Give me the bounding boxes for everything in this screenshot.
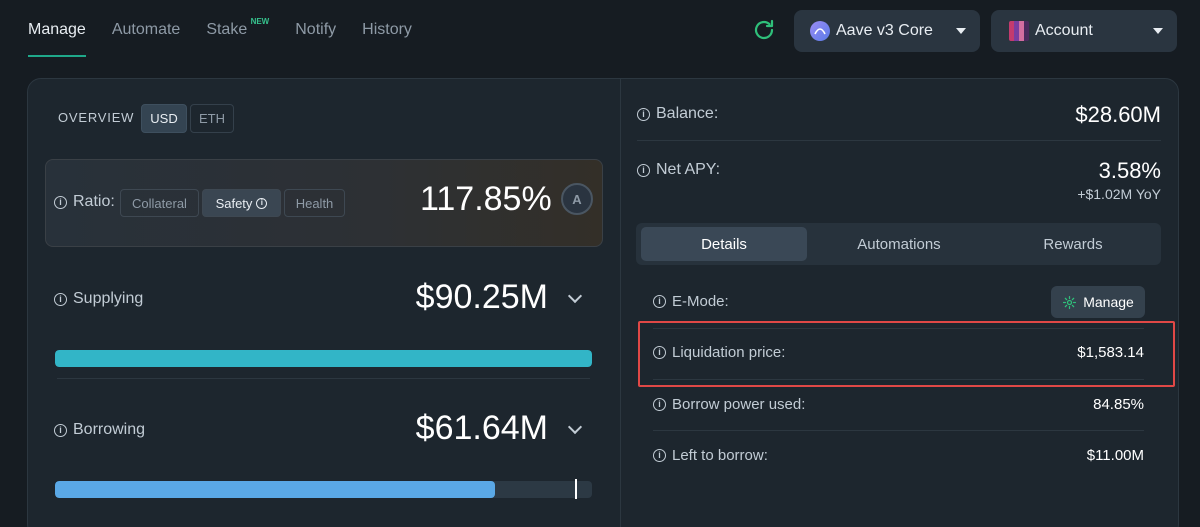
info-icon[interactable]: i bbox=[637, 107, 650, 121]
net-apy-yoy: +$1.02M YoY bbox=[1077, 186, 1161, 202]
liquidation-label: Liquidation price: bbox=[672, 344, 786, 361]
emode-label: E-Mode: bbox=[672, 293, 729, 310]
left-to-borrow-value: $11.00M bbox=[1086, 447, 1144, 464]
borrow-power-label-group: i Borrow power used: bbox=[653, 396, 805, 413]
nav-stake[interactable]: Stake NEW bbox=[206, 0, 269, 60]
borrow-power-label: Borrow power used: bbox=[672, 396, 806, 413]
caret-down-icon bbox=[1153, 28, 1163, 34]
market-dropdown[interactable]: Aave v3 Core bbox=[794, 10, 980, 52]
ratio-label-group: i Ratio: bbox=[54, 193, 115, 211]
nav-manage[interactable]: Manage bbox=[28, 0, 86, 60]
currency-usd-toggle[interactable]: USD bbox=[141, 104, 187, 133]
info-icon[interactable]: i bbox=[54, 423, 67, 437]
divider bbox=[653, 379, 1144, 380]
net-apy-value: 3.58% bbox=[1098, 158, 1161, 183]
emode-manage-button[interactable]: Manage bbox=[1051, 286, 1145, 318]
divider bbox=[57, 378, 590, 379]
info-icon[interactable]: i bbox=[653, 398, 666, 411]
supplying-bar-fill bbox=[55, 350, 592, 367]
borrow-limit-marker bbox=[574, 479, 577, 499]
highlight-box bbox=[638, 321, 1175, 387]
ratio-safety-option[interactable]: Safety i bbox=[202, 189, 281, 217]
info-icon[interactable]: i bbox=[54, 292, 67, 306]
emode-label-group: i E-Mode: bbox=[653, 293, 729, 310]
account-avatar bbox=[1009, 21, 1029, 41]
aave-shield-icon: A bbox=[561, 183, 593, 215]
net-apy-label: Net APY: bbox=[656, 161, 721, 178]
borrowing-bar bbox=[55, 481, 592, 498]
refresh-icon[interactable] bbox=[752, 18, 776, 42]
ratio-collateral-option[interactable]: Collateral bbox=[120, 189, 199, 217]
market-label: Aave v3 Core bbox=[836, 22, 933, 39]
info-icon[interactable]: i bbox=[653, 449, 666, 462]
panel-divider bbox=[620, 78, 621, 527]
detail-tabs: Details Automations Rewards bbox=[636, 223, 1161, 265]
balance-label: Balance: bbox=[656, 105, 719, 122]
overview-label: OVERVIEW bbox=[58, 110, 135, 125]
supplying-bar bbox=[55, 350, 592, 367]
borrowing-bar-fill bbox=[55, 481, 496, 498]
divider bbox=[653, 328, 1144, 329]
left-to-borrow-label-group: i Left to borrow: bbox=[653, 447, 768, 464]
nav-stake-label: Stake bbox=[206, 21, 248, 38]
info-icon[interactable]: i bbox=[653, 295, 666, 308]
info-icon: i bbox=[256, 197, 268, 209]
supplying-label: Supplying bbox=[73, 290, 144, 307]
nav-automate[interactable]: Automate bbox=[111, 21, 181, 38]
supplying-value: $90.25M bbox=[415, 278, 548, 316]
ratio-health-option[interactable]: Health bbox=[284, 189, 345, 217]
tab-details[interactable]: Details bbox=[641, 227, 807, 261]
borrow-power-value: 84.85% bbox=[1093, 396, 1144, 413]
ratio-label: Ratio: bbox=[73, 193, 115, 210]
liquidation-value: $1,583.14 bbox=[1077, 344, 1144, 361]
borrowing-label: Borrowing bbox=[73, 421, 146, 438]
divider bbox=[637, 140, 1161, 141]
aave-logo bbox=[810, 21, 830, 41]
nav-notify[interactable]: Notify bbox=[295, 21, 337, 38]
tab-rewards[interactable]: Rewards bbox=[1043, 235, 1103, 253]
net-apy-label-group: i Net APY: bbox=[637, 161, 720, 179]
ratio-value: 117.85% bbox=[420, 180, 552, 218]
account-label: Account bbox=[1035, 22, 1093, 39]
ratio-card bbox=[45, 159, 603, 247]
supplying-label-group: i Supplying bbox=[54, 290, 143, 308]
top-nav: Manage Automate Stake NEW Notify History bbox=[28, 0, 438, 60]
new-badge: NEW bbox=[250, 17, 270, 26]
ratio-safety-label: Safety bbox=[215, 195, 253, 211]
borrowing-label-group: i Borrowing bbox=[54, 421, 145, 439]
caret-down-icon bbox=[956, 28, 966, 34]
left-to-borrow-label: Left to borrow: bbox=[672, 447, 768, 464]
info-icon[interactable]: i bbox=[54, 195, 67, 209]
info-icon[interactable]: i bbox=[637, 163, 650, 177]
currency-eth-toggle[interactable]: ETH bbox=[190, 104, 234, 133]
position-panel bbox=[27, 78, 1179, 527]
tab-automations[interactable]: Automations bbox=[857, 235, 941, 253]
balance-value: $28.60M bbox=[1075, 102, 1161, 127]
borrowing-value: $61.64M bbox=[415, 409, 548, 447]
divider bbox=[653, 430, 1144, 431]
gear-icon bbox=[1063, 295, 1077, 309]
nav-history[interactable]: History bbox=[362, 21, 412, 38]
manage-label: Manage bbox=[1083, 294, 1134, 310]
info-icon[interactable]: i bbox=[653, 346, 666, 359]
account-dropdown[interactable]: Account bbox=[991, 10, 1177, 52]
balance-label-group: i Balance: bbox=[637, 105, 718, 123]
liquidation-label-group: i Liquidation price: bbox=[653, 344, 785, 361]
